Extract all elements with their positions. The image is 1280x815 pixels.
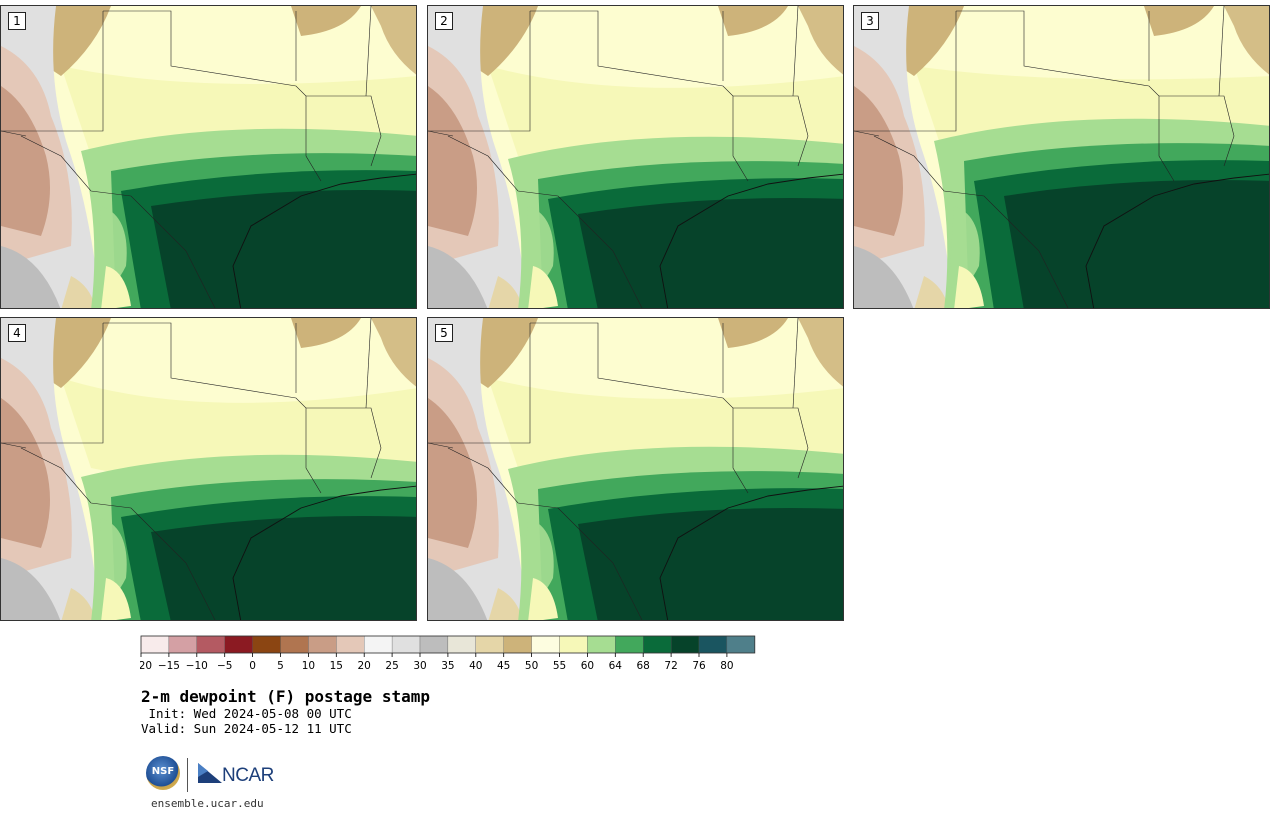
colorbar-swatch [308,635,337,654]
logo-divider [187,758,188,792]
website-url: ensemble.ucar.edu [151,797,264,810]
colorbar-tick-label: 64 [609,660,623,672]
dewpoint-map [1,6,416,308]
dewpoint-map [428,6,843,308]
colorbar-tick-label: 72 [664,660,677,672]
colorbar-tick-label: −15 [158,660,180,672]
map-panel-2: 2 [427,5,844,309]
dewpoint-map [854,6,1269,308]
panel-label: 1 [8,12,26,30]
colorbar-tick-label: 35 [441,660,454,672]
colorbar-swatch [364,635,393,654]
valid-time: Valid: Sun 2024-05-12 11 UTC [141,721,352,736]
colorbar-swatch [531,635,560,654]
colorbar-tick-label: −5 [217,660,232,672]
colorbar-tick-label: 25 [385,660,398,672]
colorbar-swatch [140,635,170,654]
nsf-logo-icon: NSF [146,756,180,790]
colorbar-swatch [336,635,365,654]
colorbar-tick-label: 0 [249,660,256,672]
nsf-logo-text: NSF [151,766,175,777]
colorbar-tick-label: 60 [581,660,594,672]
colorbar-swatch [503,635,532,654]
colorbar-tick-label: 55 [553,660,566,672]
colorbar-tick-label: 50 [525,660,538,672]
ncar-logo-text: NCAR [222,765,274,786]
colorbar-tick-label: 5 [277,660,284,672]
colorbar-tick-label: −10 [186,660,208,672]
plot-title: 2-m dewpoint (F) postage stamp [141,687,430,706]
map-panel-1: 1 [0,5,417,309]
colorbar-swatch [168,635,197,654]
dewpoint-map [428,318,843,620]
colorbar-tick-label: 20 [358,660,371,672]
colorbar-swatch [670,635,700,654]
panel-label: 3 [861,12,879,30]
colorbar-tick-label: 10 [302,660,315,672]
ncar-logo-icon [198,763,222,783]
colorbar-tick-label: 80 [720,660,733,672]
colorbar-tick-label: 30 [413,660,426,672]
colorbar-swatch [196,635,225,654]
dewpoint-map [1,318,416,620]
colorbar-swatch [419,635,449,654]
colorbar-swatch [726,635,755,654]
colorbar-tick-label: 68 [637,660,650,672]
colorbar-tick-label: −20 [140,660,152,672]
map-panel-3: 3 [853,5,1270,309]
map-panel-5: 5 [427,317,844,621]
colorbar-tick-label: 40 [469,660,482,672]
colorbar-swatch [475,635,504,654]
colorbar-swatch [391,635,421,654]
panel-label: 5 [435,324,453,342]
colorbar-swatch [252,635,281,654]
init-time: Init: Wed 2024-05-08 00 UTC [141,706,352,721]
colorbar: −20 −15 −10 −5 0 5 10 15 20 25 30 35 40 45 50 55 60 64 68 7… [140,635,756,672]
colorbar-swatch [698,635,728,654]
colorbar-swatch [615,635,644,654]
map-panel-4: 4 [0,317,417,621]
colorbar-swatch [587,635,616,654]
colorbar-swatch [559,635,588,654]
colorbar-tick-label: 76 [692,660,706,672]
panel-label: 2 [435,12,453,30]
colorbar-swatch [280,635,309,654]
colorbar-swatch [447,635,476,654]
colorbar-tick-label: 45 [497,660,510,672]
colorbar-swatch [643,635,672,654]
colorbar-swatch [224,635,253,654]
colorbar-tick-label: 15 [330,660,343,672]
panel-label: 4 [8,324,26,342]
